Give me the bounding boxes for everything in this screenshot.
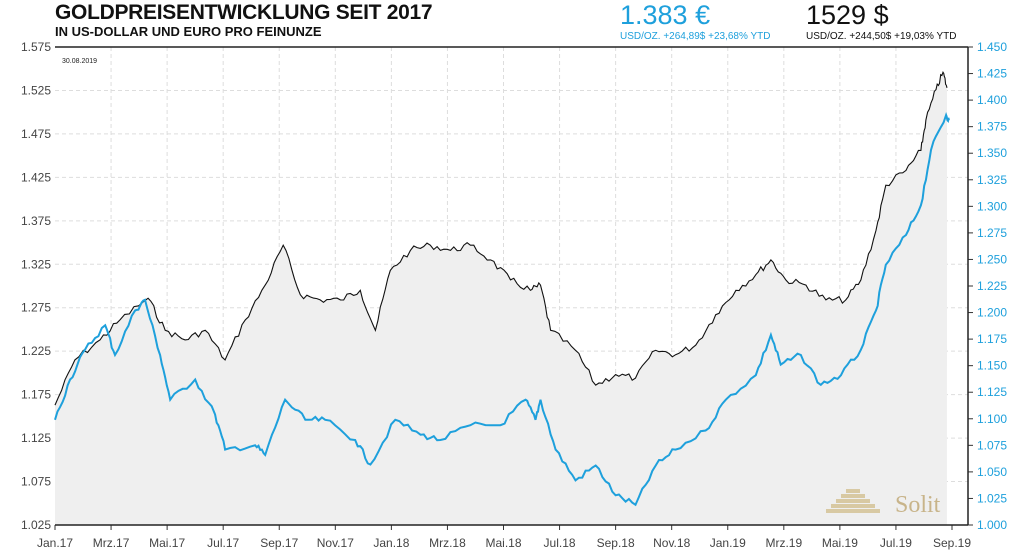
y-right-tick-label: 1.350 [977,146,1007,160]
y-left-tick-label: 1.125 [21,431,51,445]
usd-price: 1529 $ [806,0,889,30]
eur-price: 1.383 € [620,0,711,30]
y-right-tick-label: 1.200 [977,306,1007,320]
y-left-tick-label: 1.275 [21,301,51,315]
y-right-tick-label: 1.050 [977,465,1007,479]
x-tick-label: Mrz.17 [93,536,130,550]
y-left-tick-label: 1.025 [21,518,51,532]
y-right-tick-label: 1.150 [977,359,1007,373]
x-tick-label: Sep.19 [933,536,971,550]
y-right-tick-label: 1.025 [977,491,1007,505]
y-right-tick-label: 1.400 [977,93,1007,107]
solit-logo: Solit [826,489,941,518]
y-right-tick-label: 1.300 [977,199,1007,213]
x-tick-label: Jul.18 [544,536,576,550]
y-left-tick-label: 1.425 [21,170,51,184]
logo-text: Solit [895,492,941,518]
y-right-tick-label: 1.075 [977,438,1007,452]
x-tick-label: Mrz.19 [765,536,802,550]
usd-area-fill [55,72,947,525]
x-tick-label: Sep.18 [597,536,635,550]
x-tick-label: Jul.17 [207,536,239,550]
y-right-tick-label: 1.225 [977,279,1007,293]
eur-series-line [54,111,950,507]
x-tick-label: Jan.18 [373,536,409,550]
eur-delta: USD/OZ. +264,89$ +23,68% YTD [620,31,771,42]
y-right-tick-label: 1.275 [977,226,1007,240]
x-tick-label: Nov.17 [317,536,354,550]
chart-subtitle: IN US-DOLLAR UND EURO PRO FEINUNZE [55,24,322,39]
y-left-tick-label: 1.525 [21,83,51,97]
x-tick-label: Mai.17 [149,536,185,550]
date-label: 30.08.2019 [62,58,97,65]
y-right-tick-label: 1.450 [977,40,1007,54]
y-right-tick-label: 1.175 [977,332,1007,346]
y-right-tick-label: 1.250 [977,252,1007,266]
usd-delta: USD/OZ. +244,50$ +19,03% YTD [806,31,957,42]
y-left-tick-label: 1.575 [21,40,51,54]
y-right-tick-label: 1.125 [977,385,1007,399]
y-right-tick-label: 1.325 [977,173,1007,187]
chart-title: GOLDPREISENTWICKLUNG SEIT 2017 [55,1,433,24]
x-tick-label: Jan.17 [37,536,73,550]
y-right-tick-label: 1.425 [977,67,1007,81]
x-tick-label: Sep.17 [260,536,298,550]
usd-series-line [54,70,948,406]
x-tick-label: Mrz.18 [429,536,466,550]
y-left-tick-label: 1.075 [21,475,51,489]
y-left-tick-label: 1.175 [21,388,51,402]
y-left-tick-label: 1.325 [21,257,51,271]
pyramid-icon [826,489,880,513]
y-left-tick-label: 1.375 [21,214,51,228]
y-right-tick-label: 1.000 [977,518,1007,532]
y-right-tick-label: 1.375 [977,120,1007,134]
y-left-tick-label: 1.475 [21,127,51,141]
x-tick-label: Jul.19 [880,536,912,550]
x-tick-label: Mai.19 [822,536,858,550]
x-tick-label: Jan.19 [710,536,746,550]
x-tick-label: Nov.18 [653,536,690,550]
x-tick-label: Mai.18 [485,536,521,550]
axes: Jan.17 Mrz.17 Mai.17 Jul.17 Sep.17 Nov.17 Jan.… [21,40,1007,550]
y-left-tick-label: 1.225 [21,344,51,358]
y-right-tick-label: 1.100 [977,412,1007,426]
